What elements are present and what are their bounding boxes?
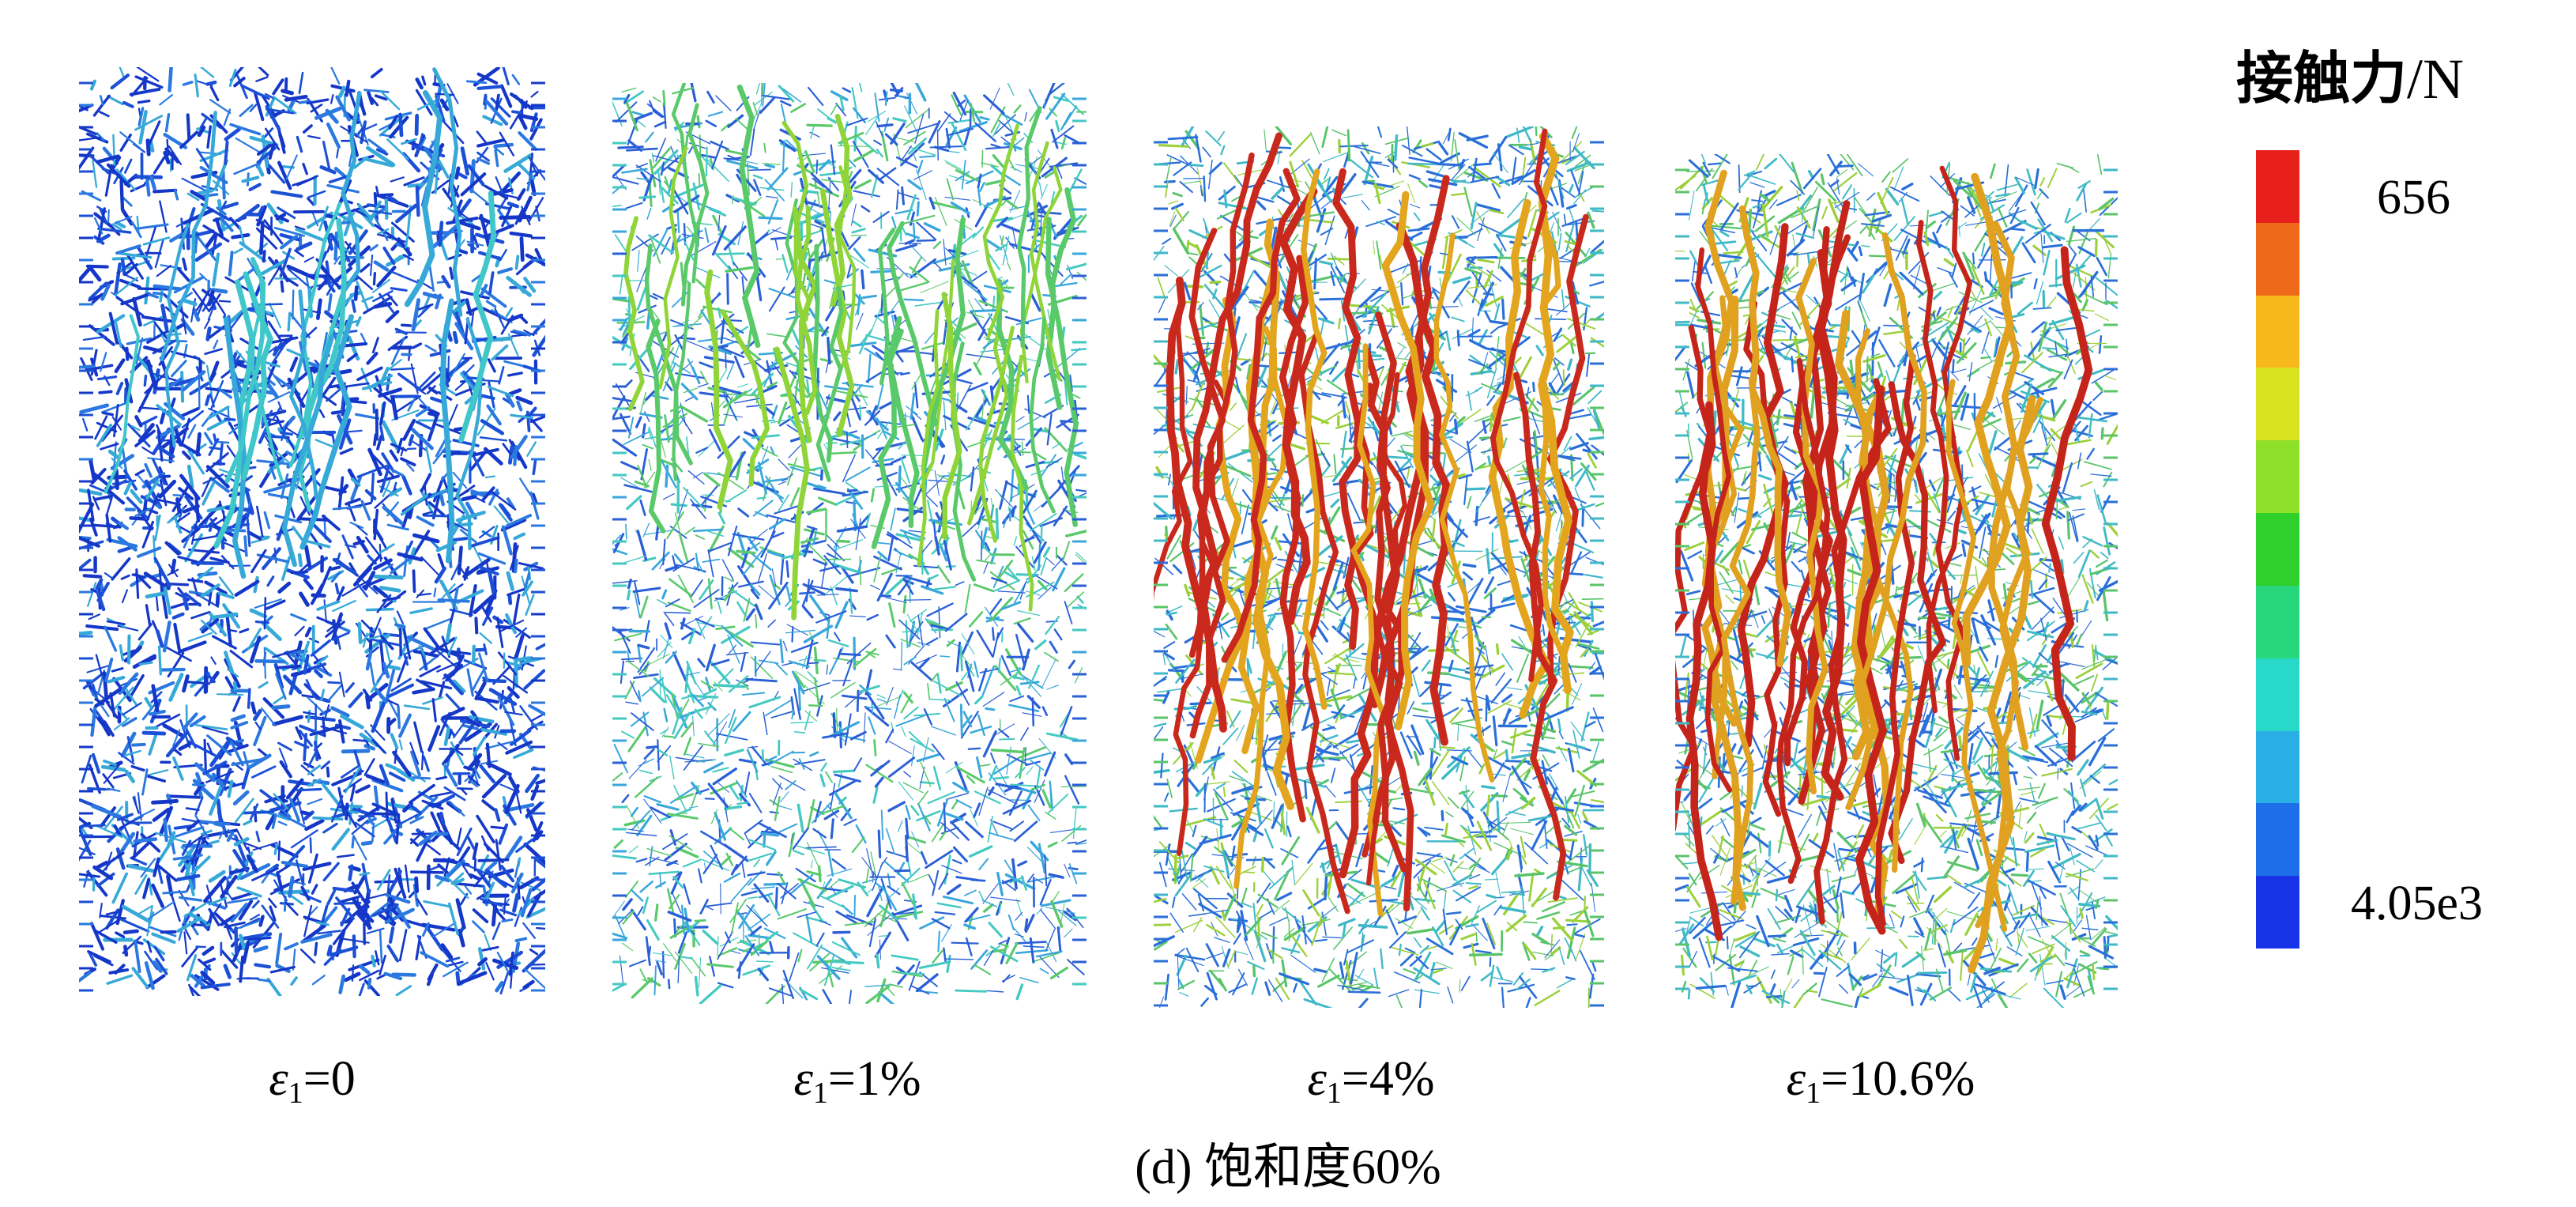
force-network-image-2 (1154, 126, 1604, 1008)
colorbar-segment (2256, 585, 2299, 658)
colorbar-segment (2256, 876, 2299, 949)
colorbar-segment (2256, 150, 2299, 223)
panel-strain-0 (79, 67, 545, 996)
colorbar (2256, 150, 2299, 949)
figure-caption: (d) 饱和度60% (1135, 1141, 1441, 1194)
force-network-image-0 (79, 67, 545, 996)
force-network-image-3 (1675, 154, 2118, 1008)
panel-strain-10-6pct (1675, 154, 2118, 1008)
colorbar-segment (2256, 368, 2299, 441)
colorbar-segment (2256, 730, 2299, 804)
colorbar-segment (2256, 803, 2299, 877)
colorbar-segment (2256, 513, 2299, 586)
panel-label-1: ε1=1% (793, 1052, 921, 1110)
colorbar-max-label: 656 (2377, 171, 2450, 224)
legend-title: 接触力/N (2236, 45, 2465, 111)
panel-strain-4pct (1154, 126, 1604, 1008)
panel-label-2: ε1=4% (1307, 1052, 1435, 1110)
panel-strain-1pct (612, 83, 1087, 1004)
colorbar-min-label: 4.05e3 (2351, 877, 2484, 930)
colorbar-segment (2256, 658, 2299, 731)
colorbar-segment (2256, 440, 2299, 514)
panel-label-3: ε1=10.6% (1786, 1052, 1975, 1110)
force-network-image-1 (612, 83, 1087, 1004)
colorbar-segment (2256, 222, 2299, 296)
colorbar-segment (2256, 295, 2299, 368)
panel-label-0: ε1=0 (269, 1052, 356, 1110)
